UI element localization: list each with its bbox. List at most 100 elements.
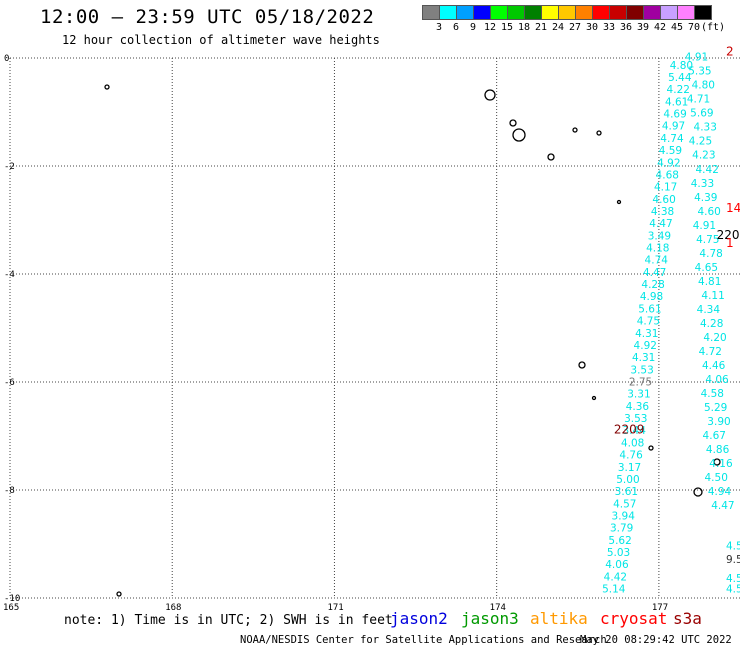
track-a-swh-label: 3.61	[615, 486, 638, 498]
track-b-swh-label: 4.33	[691, 178, 714, 190]
edge-value-label: 1	[726, 236, 734, 250]
track-a-swh-label: 5.03	[607, 547, 630, 559]
track-a-swh-label: 4.98	[640, 291, 663, 303]
track-a-swh-label: 4.38	[651, 206, 674, 218]
track-a-swh-label: 5.00	[616, 474, 639, 486]
track-b-swh-label: 4.23	[692, 150, 715, 162]
track-a-swh-label: 2.75	[629, 377, 652, 389]
lon-tick-label: 168	[165, 603, 181, 613]
track-b-swh-label: 4.72	[699, 346, 722, 358]
lat-tick-label: 0	[4, 54, 9, 64]
track-a-swh-label: 4.47	[643, 267, 666, 279]
track-a-swh-label: 5.14	[602, 584, 626, 596]
track-b-swh-label: 4.46	[702, 360, 726, 372]
track-a-swh-label: 4.06	[605, 559, 629, 571]
mission-cryosat: cryosat	[600, 609, 668, 628]
track-a-swh-label: 3.53	[624, 413, 647, 425]
track-a-swh-label: 4.28	[641, 279, 664, 291]
track-b-swh-label: 4.25	[689, 136, 712, 148]
track-a-swh-label: 3.44	[623, 425, 647, 437]
track-b-swh-label: 4.06	[705, 374, 729, 386]
scale-label: 70	[687, 22, 701, 33]
mission-altika: altika	[530, 609, 588, 628]
page-subtitle: 12 hour collection of altimeter wave hei…	[62, 33, 380, 47]
track-a-swh-label: 4.18	[646, 243, 669, 255]
edge-value-label: 2	[726, 44, 734, 58]
track-b-swh-label: 4.94	[708, 486, 732, 498]
island-shape	[616, 199, 622, 205]
pass-time-label: 2208	[717, 228, 740, 242]
lat-tick-label: -2	[4, 162, 15, 172]
track-b-edge-label: 4.5	[726, 573, 740, 585]
track-a-swh-label: 3.49	[648, 230, 671, 242]
island-shape	[512, 128, 526, 142]
lon-tick-label: 165	[3, 603, 19, 613]
track-a-swh-label: 4.42	[604, 571, 627, 583]
track-b-swh-label: 4.33	[694, 122, 717, 134]
track-b-swh-label: 4.16	[709, 458, 733, 470]
track-b-swh-label: 4.86	[706, 444, 730, 456]
track-a-swh-label: 4.75	[637, 316, 660, 328]
wave-height-color-scale	[422, 5, 712, 20]
track-b-swh-label: 4.91	[693, 220, 716, 232]
lon-tick-label: 171	[327, 603, 343, 613]
track-a-swh-label: 5.61	[638, 303, 661, 315]
track-b-swh-label: 4.11	[701, 290, 724, 302]
mission-jason2: jason2	[390, 609, 448, 628]
track-b-swh-label: 4.80	[692, 80, 715, 92]
track-a-swh-label: 4.47	[649, 218, 672, 230]
track-a-swh-label: 4.08	[621, 437, 644, 449]
track-a-swh-label: 5.62	[608, 535, 631, 547]
island-shape	[713, 458, 721, 466]
island-shape	[547, 153, 555, 161]
track-a-swh-label: 4.59	[659, 145, 682, 157]
track-b-swh-label: 4.50	[705, 472, 728, 484]
scale-label: 36	[619, 22, 633, 33]
lat-tick-label: -6	[4, 378, 15, 388]
scale-label: 24	[551, 22, 565, 33]
lon-tick-label: 174	[490, 603, 506, 613]
track-a-swh-label: 4.22	[667, 84, 690, 96]
scale-label: 15	[500, 22, 514, 33]
island-shape	[591, 395, 597, 401]
track-b-swh-label: 4.20	[703, 332, 726, 344]
edge-value-label: 14	[726, 201, 740, 215]
track-b-swh-label: 4.42	[696, 164, 719, 176]
track-a-swh-label: 4.31	[632, 352, 655, 364]
track-b-swh-label: 4.65	[695, 262, 718, 274]
island-shape	[578, 361, 586, 369]
track-b-swh-label: 4.81	[698, 276, 721, 288]
track-a-swh-label: 4.60	[652, 194, 675, 206]
lon-tick-label: 177	[652, 603, 668, 613]
scale-label: 42	[653, 22, 667, 33]
scale-label: 27	[568, 22, 582, 33]
track-a-swh-label: 3.17	[618, 462, 641, 474]
track-b-swh-label: 4.47	[711, 500, 734, 512]
footer-credit: NOAA/NESDIS Center for Satellite Applica…	[240, 634, 607, 646]
track-b-edge-label: 4.5	[726, 540, 740, 552]
track-a-swh-label: 4.97	[662, 121, 685, 133]
track-b-swh-label: 5.35	[688, 66, 711, 78]
scale-label: 9	[469, 22, 477, 33]
mission-jason3: jason3	[461, 609, 519, 628]
track-a-swh-label: 3.79	[610, 523, 633, 535]
scale-label: 39	[636, 22, 650, 33]
track-b-swh-label: 5.69	[690, 108, 713, 120]
mission-s3a: s3a	[673, 609, 702, 628]
scale-label: 3	[435, 22, 443, 33]
scale-label: 18	[517, 22, 531, 33]
track-b-swh-label: 4.39	[694, 192, 717, 204]
track-a-swh-label: 4.74	[645, 255, 669, 267]
track-b-edge-label: 9.5	[726, 554, 740, 566]
track-a-swh-label: 4.61	[665, 96, 688, 108]
scale-label: 21	[534, 22, 548, 33]
track-a-swh-label: 3.53	[630, 364, 653, 376]
track-a-swh-label: 4.17	[654, 182, 677, 194]
scale-label: 45	[670, 22, 684, 33]
track-b-swh-label: 4.91	[685, 52, 708, 64]
scale-label: 12	[483, 22, 497, 33]
island-shape	[104, 84, 110, 90]
track-b-swh-label: 4.75	[696, 234, 719, 246]
track-b-swh-label: 4.58	[701, 388, 724, 400]
track-b-swh-label: 4.60	[697, 206, 720, 218]
